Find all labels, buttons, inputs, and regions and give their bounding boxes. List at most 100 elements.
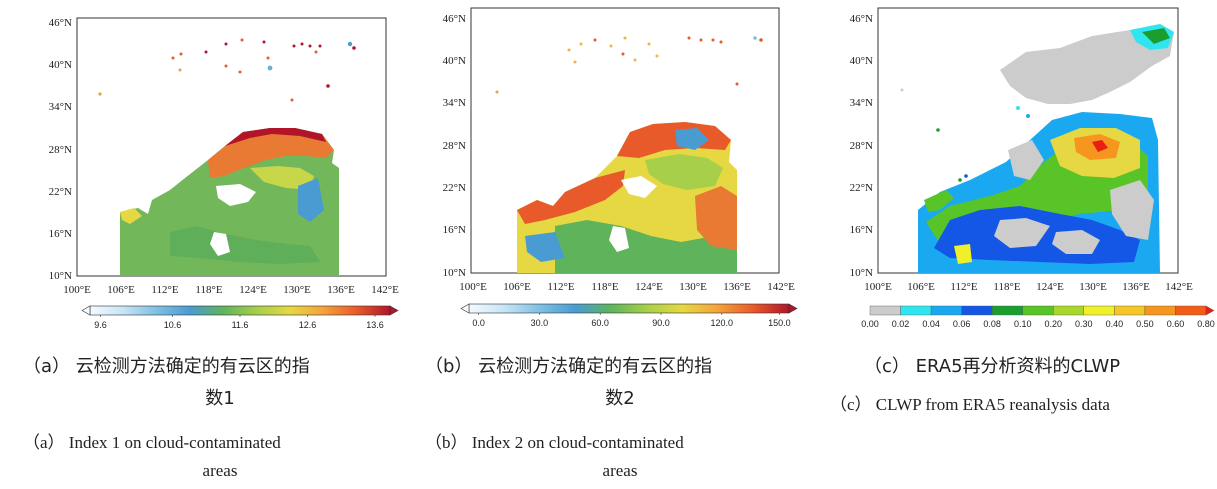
lon-label: 124°E: [239, 284, 267, 296]
lat-label: 46°N: [443, 13, 466, 25]
colorbar-tick-label: 0.80: [1197, 319, 1215, 329]
caption-cn: （c） ERA5再分析资料的CLWP: [864, 356, 1121, 377]
lat-label: 34°N: [850, 97, 873, 109]
lon-label: 118°E: [195, 284, 222, 296]
lat-label: 34°N: [49, 101, 72, 113]
lon-label: 142°E: [371, 284, 399, 296]
lon-labels: 100°E 106°E 112°E 118°E 124°E 130°E 136°…: [459, 281, 795, 293]
colorbar-tick-label: 0.08: [983, 319, 1001, 329]
lon-label: 106°E: [107, 284, 135, 296]
lat-label: 28°N: [49, 144, 72, 156]
lon-label: 124°E: [1036, 281, 1064, 293]
colorbar-tick-label: 0.50: [1136, 319, 1154, 329]
colorbar-tick-label: 0.40: [1106, 319, 1124, 329]
map-c: 46°N 40°N 34°N 28°N 22°N 16°N 10°N 100°E…: [850, 7, 1215, 329]
panel-c: 46°N 40°N 34°N 28°N 22°N 16°N 10°N 100°E…: [830, 0, 1217, 489]
caption-cn-continued: 数1: [205, 388, 235, 409]
colorbar-tick-label: 120.0: [711, 318, 734, 328]
caption-en-continued: areas: [202, 461, 238, 480]
lat-label: 10°N: [49, 270, 72, 282]
colorbar-tick-label: 0.02: [892, 319, 910, 329]
lon-label: 100°E: [459, 281, 487, 293]
lat-label: 16°N: [850, 224, 873, 236]
lat-label: 40°N: [443, 55, 466, 67]
caption-en: （a） Index 1 on cloud-contaminated: [23, 433, 281, 452]
lat-label: 10°N: [850, 267, 873, 279]
map-b: 46°N 40°N 34°N 28°N 22°N 16°N 10°N 100°E…: [443, 7, 798, 328]
lat-label: 40°N: [49, 59, 72, 71]
colorbar-tick-label: 0.10: [1014, 319, 1032, 329]
lon-label: 136°E: [723, 281, 751, 293]
data-field: [900, 24, 1174, 273]
lon-label: 112°E: [950, 281, 977, 293]
colorbar-segment: [1175, 305, 1207, 316]
lat-labels: 46°N 40°N 34°N 28°N 22°N 16°N 10°N: [49, 17, 72, 282]
colorbar-tick-label: 10.6: [164, 320, 182, 330]
lon-labels: 100°E 106°E 112°E 118°E 124°E 130°E 136°…: [63, 284, 399, 296]
lon-label: 118°E: [993, 281, 1020, 293]
caption-en: （c） CLWP from ERA5 reanalysis data: [830, 395, 1110, 414]
colorbar-tick-label: 30.0: [531, 318, 549, 328]
lon-label: 100°E: [63, 284, 91, 296]
lat-label: 28°N: [850, 140, 873, 152]
data-field: [98, 38, 356, 276]
lon-label: 112°E: [151, 284, 178, 296]
lon-label: 106°E: [907, 281, 935, 293]
colorbar-tick-label: 11.6: [232, 320, 249, 330]
colorbar-segment: [1022, 305, 1054, 316]
colorbar-gradient: [468, 303, 790, 314]
lon-label: 124°E: [635, 281, 663, 293]
colorbar-tick-label: 0.04: [922, 319, 940, 329]
lon-label: 130°E: [679, 281, 707, 293]
colorbar-segment: [930, 305, 962, 316]
colorbar-segment: [1083, 305, 1115, 316]
colorbar-gradient: [89, 305, 391, 316]
colorbar-tick-label: 12.6: [299, 320, 317, 330]
lat-label: 16°N: [443, 224, 466, 236]
map-a: 46°N 40°N 34°N 28°N 22°N 16°N 10°N 100°E…: [49, 17, 399, 330]
lat-label: 28°N: [443, 140, 466, 152]
lon-label: 118°E: [591, 281, 618, 293]
colorbar-over-arrow: [389, 305, 399, 316]
lat-label: 16°N: [49, 228, 72, 240]
colorbar-a: 9.6 10.6 11.6 12.6 13.6: [81, 305, 399, 330]
colorbar-over-arrow: [1205, 305, 1215, 316]
caption-cn-continued: 数2: [605, 388, 635, 409]
colorbar-tick-label: 0.60: [1167, 319, 1185, 329]
colorbar-tick-label: 0.30: [1075, 319, 1093, 329]
colorbar-segment: [1053, 305, 1085, 316]
caption-cn: （b） 云检测方法确定的有云区的指: [425, 356, 713, 377]
colorbar-segment: [869, 305, 901, 316]
lat-label: 40°N: [850, 55, 873, 67]
panel-b: 46°N 40°N 34°N 28°N 22°N 16°N 10°N 100°E…: [425, 0, 815, 489]
colorbar-tick-label: 0.20: [1045, 319, 1063, 329]
lat-labels: 46°N 40°N 34°N 28°N 22°N 16°N 10°N: [850, 13, 873, 279]
colorbar-tick-label: 13.6: [366, 320, 384, 330]
panel-a: 46°N 40°N 34°N 28°N 22°N 16°N 10°N 100°E…: [20, 0, 420, 489]
colorbar-segment: [900, 305, 932, 316]
lat-label: 34°N: [443, 97, 466, 109]
caption-en: （b） Index 2 on cloud-contaminated: [425, 433, 684, 452]
colorbar-c: 0.00 0.02 0.04 0.06 0.08 0.10 0.20 0.30 0.40 0.50…: [861, 305, 1215, 329]
lat-labels: 46°N 40°N 34°N 28°N 22°N 16°N 10°N: [443, 13, 466, 279]
colorbar-tick-label: 0.0: [472, 318, 485, 328]
caption-en-continued: areas: [602, 461, 638, 480]
colorbar-under-arrow: [81, 305, 91, 316]
lat-label: 10°N: [443, 267, 466, 279]
colorbar-tick-label: 0.00: [861, 319, 879, 329]
lon-label: 142°E: [1165, 281, 1193, 293]
lat-label: 22°N: [443, 182, 466, 194]
colorbar-tick-label: 0.06: [953, 319, 971, 329]
lon-label: 136°E: [1122, 281, 1150, 293]
colorbar-b: 0.0 30.0 60.0 90.0 120.0 150.0: [460, 303, 798, 328]
colorbar-segment: [1114, 305, 1146, 316]
colorbar-tick-label: 90.0: [652, 318, 670, 328]
lat-label: 22°N: [850, 182, 873, 194]
colorbar-tick-label: 9.6: [94, 320, 107, 330]
lon-label: 130°E: [283, 284, 311, 296]
lat-label: 46°N: [850, 13, 873, 25]
lon-label: 106°E: [503, 281, 531, 293]
data-field: [495, 36, 763, 273]
lon-label: 130°E: [1079, 281, 1107, 293]
lat-label: 22°N: [49, 186, 72, 198]
